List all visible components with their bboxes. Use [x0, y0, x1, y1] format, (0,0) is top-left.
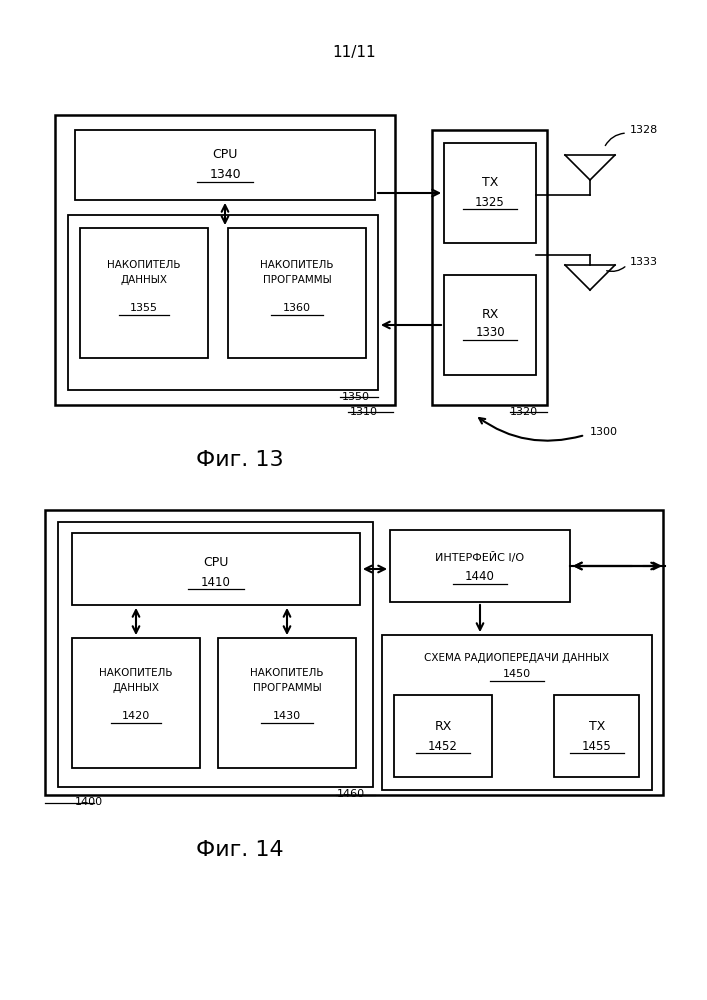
Text: 1410: 1410	[201, 576, 231, 588]
Bar	[72, 638, 200, 768]
Text: СХЕМА РАДИОПЕРЕДАЧИ ДАННЫХ: СХЕМА РАДИОПЕРЕДАЧИ ДАННЫХ	[424, 653, 609, 663]
Text: НАКОПИТЕЛЬ: НАКОПИТЕЛЬ	[107, 260, 181, 270]
Text: CPU: CPU	[212, 148, 238, 161]
Bar	[394, 695, 492, 777]
Bar	[55, 115, 395, 405]
Text: 1310: 1310	[350, 407, 378, 417]
Text: 11/11: 11/11	[332, 44, 376, 60]
Text: НАКОПИТЕЛЬ: НАКОПИТЕЛЬ	[260, 260, 334, 270]
Text: 1440: 1440	[465, 570, 495, 584]
Bar	[72, 533, 360, 605]
Text: 1340: 1340	[209, 168, 241, 182]
Bar	[45, 510, 663, 795]
Text: 1328: 1328	[630, 125, 658, 135]
Text: 1455: 1455	[582, 740, 612, 752]
Text: 1450: 1450	[503, 669, 531, 679]
Bar	[444, 275, 536, 375]
Text: 1400: 1400	[75, 797, 103, 807]
Text: 1452: 1452	[428, 740, 458, 752]
Bar	[75, 130, 375, 200]
Text: ДАННЫХ: ДАННЫХ	[112, 683, 160, 693]
Text: 1320: 1320	[510, 407, 538, 417]
Text: 1355: 1355	[130, 303, 158, 313]
Bar	[80, 228, 208, 358]
Bar	[390, 530, 570, 602]
Text: RX: RX	[481, 308, 498, 320]
Bar	[218, 638, 356, 768]
Text: ПРОГРАММЫ: ПРОГРАММЫ	[262, 275, 332, 285]
Bar	[444, 143, 536, 243]
Text: 1325: 1325	[475, 196, 505, 209]
Text: 1430: 1430	[273, 711, 301, 721]
Text: CPU: CPU	[204, 556, 228, 570]
Text: 1300: 1300	[590, 427, 618, 437]
Text: 1333: 1333	[630, 257, 658, 267]
Bar	[432, 130, 547, 405]
Text: ИНТЕРФЕЙС I/O: ИНТЕРФЕЙС I/O	[436, 552, 525, 564]
Text: ДАННЫХ: ДАННЫХ	[120, 275, 168, 285]
Text: 1330: 1330	[475, 326, 505, 340]
Text: 1460: 1460	[337, 789, 365, 799]
Text: TX: TX	[589, 720, 605, 734]
Text: Фиг. 13: Фиг. 13	[196, 450, 284, 470]
Bar	[58, 522, 373, 787]
Text: ПРОГРАММЫ: ПРОГРАММЫ	[252, 683, 322, 693]
Bar	[554, 695, 639, 777]
Bar	[228, 228, 366, 358]
Text: НАКОПИТЕЛЬ: НАКОПИТЕЛЬ	[99, 668, 173, 678]
Text: RX: RX	[434, 720, 452, 734]
Bar	[382, 635, 652, 790]
Text: TX: TX	[481, 176, 498, 190]
Bar	[68, 215, 378, 390]
Text: 1360: 1360	[283, 303, 311, 313]
Text: 1350: 1350	[342, 392, 370, 402]
Text: НАКОПИТЕЛЬ: НАКОПИТЕЛЬ	[250, 668, 324, 678]
Text: 1420: 1420	[122, 711, 150, 721]
Text: Фиг. 14: Фиг. 14	[196, 840, 284, 860]
